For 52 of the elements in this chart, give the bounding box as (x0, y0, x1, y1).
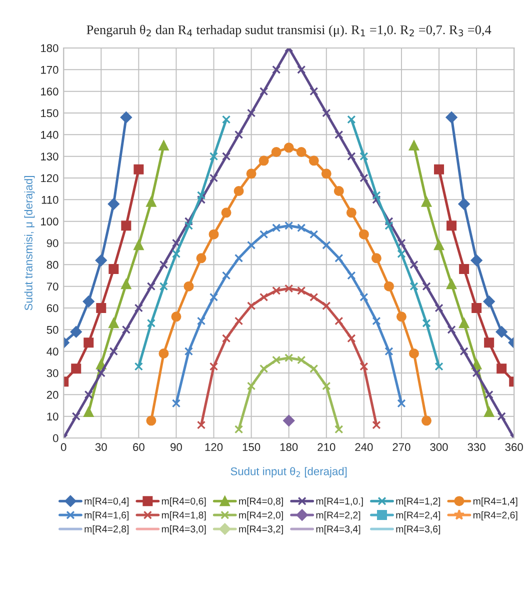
y-tick-label: 30 (46, 369, 58, 378)
x-tick-label: 240 (355, 443, 373, 452)
legend-label: m[R4=1,0.] (316, 497, 363, 507)
legend-label: m[R4=2,6] (473, 511, 518, 520)
x-tick-label: 150 (242, 443, 260, 452)
y-tick-label: 10 (47, 412, 58, 420)
x-tick-label: 300 (430, 443, 448, 452)
x-tick-label: 330 (468, 443, 486, 452)
y-tick-label: 140 (41, 130, 58, 139)
y-tick-label: 60 (46, 304, 58, 312)
legend-label: m[R4=1,2] (396, 497, 440, 507)
y-tick-label: 50 (46, 326, 58, 334)
x-tick-label: 120 (205, 443, 223, 452)
y-axis-title: Sudut transmisi, μ [derajad] (24, 176, 35, 310)
legend-label: m[R4=1,8] (162, 511, 206, 520)
y-tick-label: 0 (52, 434, 58, 442)
legend-label: m[R4=0,6] (162, 497, 206, 507)
y-tick-label: 130 (41, 152, 58, 160)
legend-label: m[R4=3,2] (239, 525, 283, 534)
x-tick-label: 90 (170, 443, 182, 452)
y-tick-label: 170 (41, 66, 58, 74)
x-tick-label: 180 (280, 443, 298, 452)
y-tick-label: 120 (41, 174, 58, 182)
x-tick-label: 60 (133, 443, 144, 452)
legend-label: m[R4=3,6] (396, 525, 440, 534)
legend-label: m[R4=3,4] (316, 525, 360, 534)
y-tick-label: 90 (46, 239, 58, 248)
x-tick-label: 210 (318, 443, 336, 452)
x-tick-label: 270 (392, 443, 410, 452)
y-tick-label: 80 (46, 260, 58, 269)
x-tick-label: 360 (505, 443, 523, 452)
legend-label: m[R4=2,2] (316, 511, 360, 520)
y-tick-label: 180 (41, 44, 58, 52)
legend-label: m[R4=0,8] (239, 497, 283, 507)
y-tick-label: 160 (41, 88, 58, 96)
legend-label: m[R4=1,4] (473, 497, 518, 507)
x-tick-label: 0 (60, 443, 66, 452)
y-tick-label: 70 (46, 282, 58, 290)
legend-label: m[R4=0,4] (84, 497, 129, 507)
legend-label: m[R4=3,0] (162, 525, 206, 534)
y-tick-label: 40 (46, 348, 58, 356)
y-tick-label: 110 (42, 196, 58, 204)
x-axis-title: Sudut input θ$_{2}$ [derajad] (230, 467, 347, 478)
legend-label: m[R4=2,8] (84, 525, 129, 534)
legend-label: m[R4=1,6] (84, 511, 129, 520)
legend-label: m[R4=2,4] (396, 511, 440, 520)
y-tick-label: 150 (41, 109, 58, 118)
y-tick-label: 100 (41, 218, 58, 226)
x-tick-label: 30 (95, 443, 107, 452)
chart-title: Pengaruh θ$_{2}$ dan R$_{4}$ terhadap sudut transmisi (μ). R$_{1}$ =1,0. R$_{2}$ =0,7. R$_{3}$ =0,4 (86, 24, 492, 37)
y-tick-label: 20 (46, 390, 58, 399)
legend-label: m[R4=2,0] (239, 511, 283, 520)
